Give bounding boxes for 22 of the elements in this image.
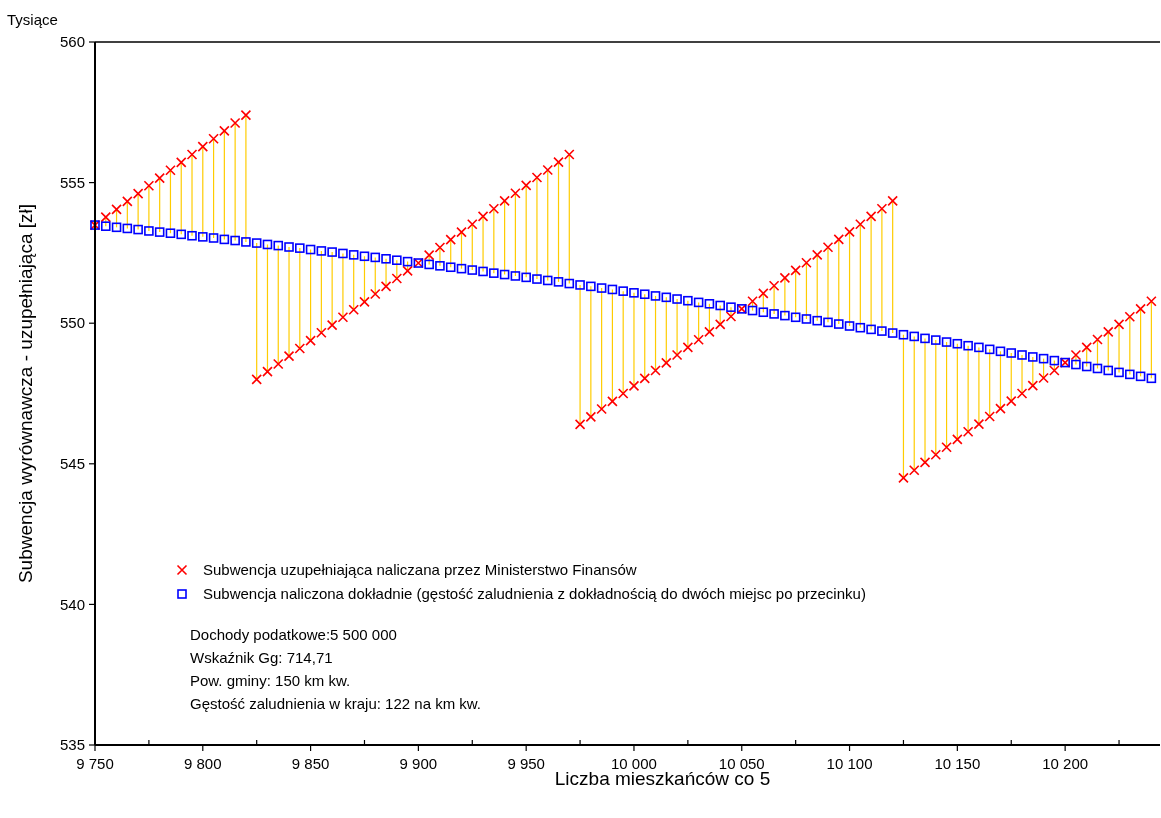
text: Tysiące <box>7 11 58 28</box>
y-tick-label: 560 <box>59 33 85 51</box>
x-tick-label: 9 900 <box>399 755 438 772</box>
x-tick-label: 10 100 <box>826 755 873 772</box>
y-tick-label: 550 <box>59 314 85 332</box>
x-tick-label: 10 200 <box>1042 755 1089 772</box>
y-tick-label: 535 <box>59 736 85 754</box>
legend-label: Subwencja naliczona dokładnie (gęstość zaludnienia z dokładnością do dwóch miejsc po przecinku) <box>203 585 866 603</box>
x-tick-label: 9 850 <box>291 755 330 772</box>
y-tick-label: 540 <box>59 595 85 613</box>
y-axis-title: Subwencja wyrównawcza - uzupełniająca [zł] <box>15 203 36 584</box>
annotation: Pow. gminy: 150 km kw. <box>190 672 351 689</box>
y-tick-label: 555 <box>59 173 85 191</box>
annotation: Dochody podatkowe:5 500 000 <box>190 626 397 643</box>
annotation: Wskaźnik Gg: 714,71 <box>190 649 333 666</box>
x-tick-label: 9 750 <box>76 755 114 772</box>
legend-label: Subwencja uzupełniająca naliczana przez Ministerstwo Finansów <box>203 561 637 579</box>
annotation: Gęstość zaludnienia w kraju: 122 na km kw. <box>190 695 481 712</box>
x-tick-label: 10 150 <box>934 755 981 772</box>
x-tick-label: 9 800 <box>184 755 222 772</box>
x-tick-label: 9 950 <box>507 755 545 772</box>
y-tick-label: 545 <box>59 455 85 473</box>
